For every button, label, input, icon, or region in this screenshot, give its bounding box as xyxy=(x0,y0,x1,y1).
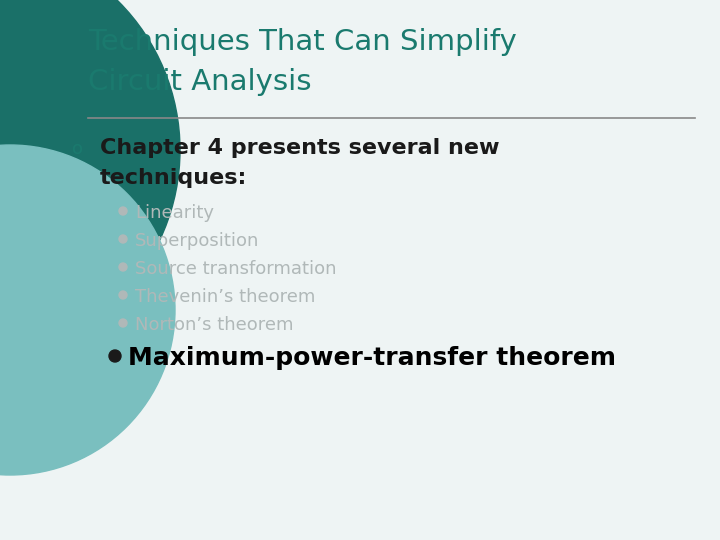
Text: Linearity: Linearity xyxy=(135,204,214,222)
Circle shape xyxy=(0,0,180,360)
Circle shape xyxy=(119,291,127,299)
Text: Thevenin’s theorem: Thevenin’s theorem xyxy=(135,288,315,306)
Text: techniques:: techniques: xyxy=(100,168,248,188)
Text: Norton’s theorem: Norton’s theorem xyxy=(135,316,294,334)
Text: o: o xyxy=(72,140,83,158)
Text: Source transformation: Source transformation xyxy=(135,260,336,278)
Text: Circuit Analysis: Circuit Analysis xyxy=(88,68,312,96)
Text: Superposition: Superposition xyxy=(135,232,259,250)
Circle shape xyxy=(0,145,175,475)
Circle shape xyxy=(109,350,121,362)
Circle shape xyxy=(119,235,127,243)
Text: Chapter 4 presents several new: Chapter 4 presents several new xyxy=(100,138,500,158)
Circle shape xyxy=(119,263,127,271)
Circle shape xyxy=(119,319,127,327)
Circle shape xyxy=(119,207,127,215)
Text: Techniques That Can Simplify: Techniques That Can Simplify xyxy=(88,28,517,56)
Text: Maximum-power-transfer theorem: Maximum-power-transfer theorem xyxy=(128,346,616,370)
